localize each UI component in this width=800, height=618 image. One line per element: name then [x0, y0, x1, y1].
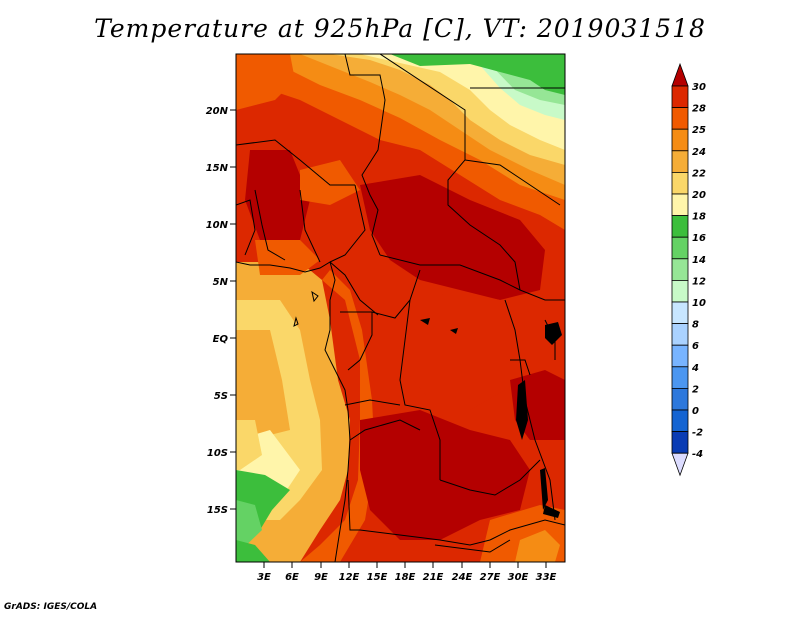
colorbar-swatch	[671, 215, 689, 238]
colorbar-label: 22	[692, 168, 706, 179]
lat-label: 20N	[206, 106, 229, 117]
colorbar-label: -2	[692, 428, 703, 439]
colorbar-label: 25	[692, 125, 706, 136]
lon-label: 15E	[367, 572, 388, 583]
colorbar-label: 14	[692, 255, 706, 266]
colorbar-label: 16	[692, 233, 706, 244]
colorbar-label: -4	[692, 449, 703, 460]
colorbar-swatch	[671, 171, 689, 195]
lon-label: 6E	[285, 572, 299, 583]
colorbar-top-arrow	[671, 62, 689, 87]
lon-label: 21E	[423, 572, 444, 583]
colorbar-label: 30	[692, 82, 706, 93]
chart-title: Temperature at 925hPa [C], VT: 201903151…	[94, 14, 706, 43]
lon-label: 3E	[257, 572, 271, 583]
lat-label: EQ	[213, 334, 229, 345]
colorbar-swatch	[671, 128, 689, 152]
lat-label: 15N	[206, 163, 229, 174]
lon-label: 27E	[480, 572, 501, 583]
lat-label: 5N	[213, 277, 229, 288]
temperature-field	[236, 54, 565, 562]
lon-label: 18E	[395, 572, 416, 583]
colorbar-swatch	[671, 344, 689, 368]
lat-label: 10S	[207, 448, 228, 459]
colorbar-label: 20	[692, 190, 706, 201]
lat-label: 15S	[207, 505, 228, 516]
colorbar-label: 8	[692, 320, 699, 331]
colorbar-label: 2	[692, 384, 699, 395]
colorbar-swatch	[671, 366, 689, 389]
map-frame	[235, 53, 566, 563]
colorbar-swatch	[671, 107, 689, 130]
colorbar-swatch	[671, 409, 689, 433]
lat-label: 10N	[206, 220, 229, 231]
colorbar-swatch	[671, 431, 689, 454]
colorbar-label: 0	[692, 406, 699, 417]
colorbar-swatch	[671, 150, 689, 173]
colorbar-label: 4	[691, 363, 699, 374]
lat-label: 5S	[214, 391, 228, 402]
longitude-labels: 3E 6E 9E 12E 15E 18E 21E 24E 27E 30E 33E	[257, 572, 556, 583]
latitude-ticks	[230, 109, 236, 510]
colorbar-label: 24	[692, 147, 706, 158]
lakes	[420, 318, 562, 518]
longitude-ticks	[263, 562, 547, 568]
colorbar-swatch	[671, 279, 689, 303]
lon-label: 33E	[536, 572, 557, 583]
footer-credit: GrADS: IGES/COLA	[4, 602, 98, 612]
latitude-labels: 20N 15N 10N 5N EQ 5S 10S 15S	[206, 106, 229, 516]
lon-label: 9E	[314, 572, 328, 583]
colorbar-swatch	[671, 258, 689, 281]
colorbar-label: 28	[692, 104, 706, 115]
colorbar-swatch	[671, 85, 689, 109]
colorbar-swatch	[671, 301, 689, 325]
colorbar-bottom-arrow	[671, 452, 689, 477]
colorbar-swatch	[671, 193, 689, 217]
coastlines	[236, 261, 351, 562]
colorbar-swatch	[671, 387, 689, 411]
colorbar-label: 18	[692, 212, 706, 223]
lon-label: 30E	[508, 572, 529, 583]
colorbar-label: 6	[692, 341, 699, 352]
colorbar-label: 12	[692, 276, 706, 287]
colorbar-swatch	[671, 236, 689, 260]
colorbar-label: 10	[692, 298, 706, 309]
colorbar-swatch	[671, 323, 689, 346]
lon-label: 24E	[452, 572, 473, 583]
lon-label: 12E	[339, 572, 360, 583]
